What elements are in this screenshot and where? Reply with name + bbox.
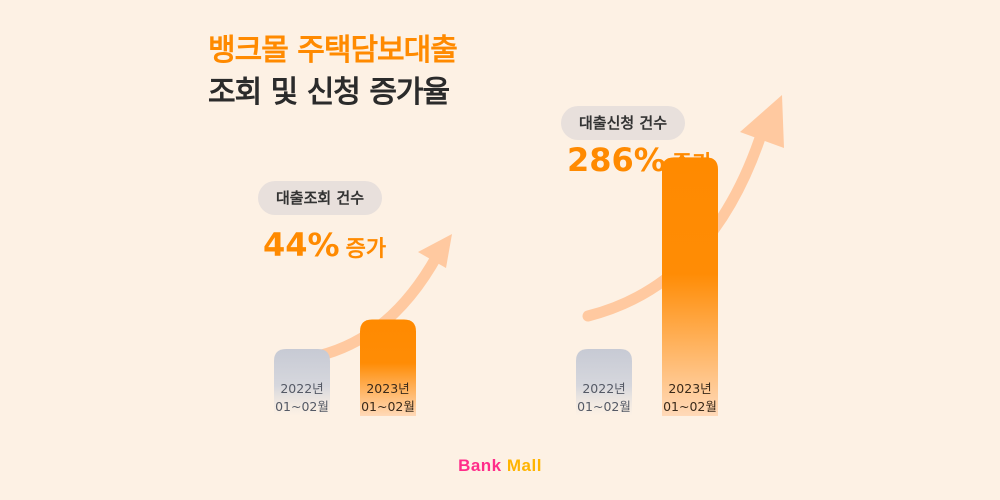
chart-1-bar-1-label-line-2: 01~02월 [275, 399, 329, 414]
chart-1-bar-2-label-line-1: 2023년 [366, 381, 409, 396]
chart-1-bar-1 [274, 349, 330, 416]
chart-2-increase-suffix: 증가 [671, 152, 713, 177]
chart-2-increase: 286% 증가 [567, 141, 712, 179]
chart-2-bar-2-label-line-1: 2023년 [668, 381, 711, 396]
chart-1-title-pill: 대출조회 건수 [258, 181, 383, 215]
title-line-1: 뱅크몰 주택담보대출 [208, 33, 458, 68]
chart-2-title-pill: 대출신청 건수 [561, 106, 686, 140]
chart-1-increase: 44% 증가 [263, 226, 386, 264]
page-title: 뱅크몰 주택담보대출 조회 및 신청 증가율 [208, 30, 458, 114]
chart-1-bar-1-label-line-1: 2022년 [280, 381, 323, 396]
chart-2-bar-2 [662, 157, 718, 416]
chart-1-increase-value: 44% [263, 226, 340, 264]
chart-2-increase-value: 286% [567, 141, 666, 179]
logo-word-mall: Mall [506, 456, 542, 475]
logo-word-bank: Bank [458, 456, 502, 475]
chart-1-increase-suffix: 증가 [345, 237, 387, 262]
chart-1-bar-2-label-line-2: 01~02월 [361, 399, 415, 414]
chart-2-bar-1 [576, 349, 632, 416]
chart-2-bar-1-label-line-2: 01~02월 [577, 399, 631, 414]
chart-2-bar-1-label-line-1: 2022년 [582, 381, 625, 396]
chart-2-bar-2-label-line-2: 01~02월 [663, 399, 717, 414]
chart-1-bar-2 [360, 319, 416, 416]
title-line-2: 조회 및 신청 증가율 [208, 75, 450, 110]
bank-mall-logo: Bank Mall [0, 456, 1000, 476]
